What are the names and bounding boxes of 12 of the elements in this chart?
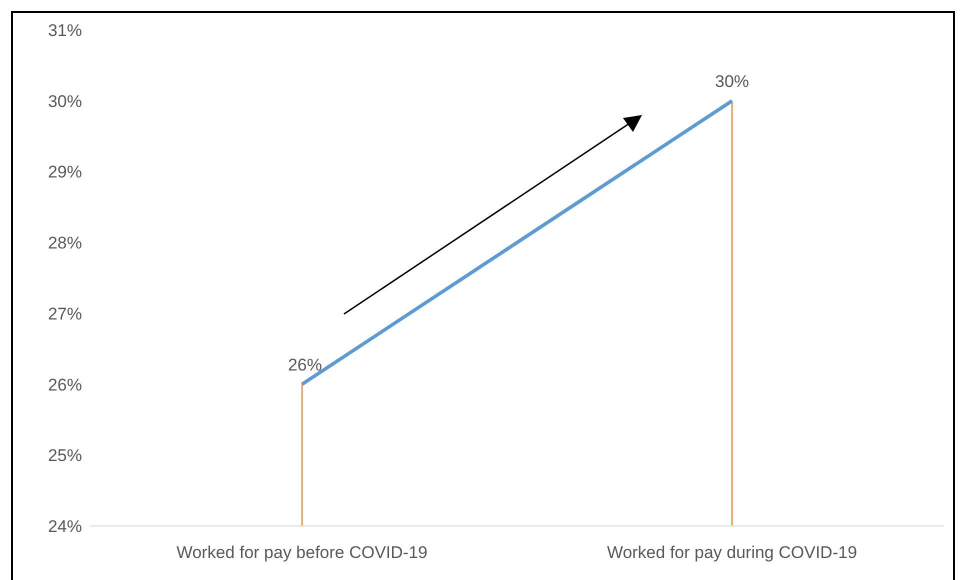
data-label: 26% — [288, 355, 322, 374]
y-tick-label: 26% — [48, 375, 82, 394]
x-tick-label: Worked for pay before COVID-19 — [176, 543, 428, 562]
data-label: 30% — [714, 72, 750, 91]
y-tick-label: 24% — [48, 517, 82, 536]
y-tick-label: 29% — [48, 162, 82, 182]
y-tick-label: 28% — [48, 234, 82, 253]
y-tick-label: 31% — [48, 21, 82, 40]
y-tick-label: 30% — [48, 92, 82, 111]
y-tick-label: 27% — [48, 304, 82, 324]
x-tick-label: Worked for pay during COVID-19 — [606, 543, 858, 562]
y-tick-label: 25% — [48, 446, 82, 466]
